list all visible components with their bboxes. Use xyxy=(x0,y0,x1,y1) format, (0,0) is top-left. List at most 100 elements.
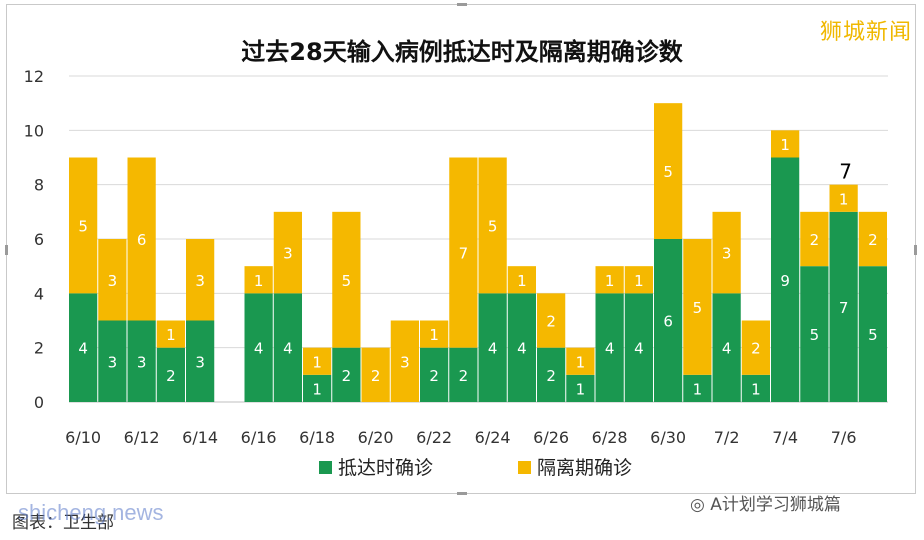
y-tick-label: 6 xyxy=(34,230,44,249)
y-tick-label: 2 xyxy=(34,339,44,358)
x-tick-label: 6/30 xyxy=(650,428,686,447)
bar-quarantine xyxy=(712,211,741,294)
bar-quarantine-label: 3 xyxy=(283,245,293,263)
bar-arrival-label: 6 xyxy=(663,313,673,331)
bar-arrival xyxy=(712,293,741,402)
bar-arrival xyxy=(858,266,887,402)
bar-quarantine-label: 2 xyxy=(751,340,761,358)
bar-quarantine xyxy=(420,320,449,348)
bar-quarantine xyxy=(361,347,390,402)
bar-quarantine xyxy=(127,157,156,321)
y-tick-label: 10 xyxy=(24,121,44,140)
bar-quarantine-label: 1 xyxy=(429,326,439,344)
bar-arrival xyxy=(624,293,653,402)
y-tick-label: 12 xyxy=(24,67,44,86)
bar-arrival-label: 4 xyxy=(722,340,732,358)
bar-quarantine-label: 1 xyxy=(517,272,527,290)
bar-quarantine-label: 1 xyxy=(166,326,176,344)
x-tick-label: 6/24 xyxy=(475,428,511,447)
bar-arrival-label: 1 xyxy=(576,380,586,398)
bar-arrival xyxy=(507,293,536,402)
bar-quarantine xyxy=(537,293,566,348)
bar-arrival-label: 2 xyxy=(342,367,352,385)
x-tick-label: 6/22 xyxy=(416,428,452,447)
y-tick-label: 4 xyxy=(34,284,44,303)
bar-quarantine-label: 2 xyxy=(810,231,820,249)
bar-arrival-label: 4 xyxy=(605,340,615,358)
bar-arrival-label: 1 xyxy=(312,380,322,398)
bar-arrival-label: 4 xyxy=(634,340,644,358)
bar-quarantine-label: 5 xyxy=(342,272,352,290)
bar-arrival xyxy=(244,293,273,402)
bar-arrival-label: 3 xyxy=(195,353,205,371)
bar-arrival xyxy=(566,374,595,402)
bar-quarantine xyxy=(829,184,858,212)
bar-quarantine-label: 1 xyxy=(605,272,615,290)
legend-label-quarantine: 隔离期确诊 xyxy=(537,457,632,479)
bar-quarantine xyxy=(566,347,595,375)
bar-arrival-label: 5 xyxy=(810,326,820,344)
bar-arrival-label: 3 xyxy=(108,353,118,371)
x-tick-label: 7/6 xyxy=(831,428,857,447)
bar-arrival-label: 4 xyxy=(283,340,293,358)
bar-quarantine xyxy=(303,347,332,375)
bar-quarantine xyxy=(800,211,829,267)
bar-quarantine xyxy=(186,239,215,321)
bar-quarantine xyxy=(595,266,624,294)
bar-arrival xyxy=(127,320,156,402)
source-caption: 图表：卫生部 xyxy=(12,513,114,533)
bar-quarantine xyxy=(741,320,770,375)
bar-arrival-label: 9 xyxy=(780,272,790,290)
resize-handle-right[interactable] xyxy=(914,245,917,255)
bar-arrival xyxy=(98,320,127,402)
bar-quarantine xyxy=(244,266,273,294)
bar-arrival xyxy=(332,347,361,402)
y-tick-label: 0 xyxy=(34,393,44,412)
bar-arrival-label: 4 xyxy=(517,340,527,358)
bar-quarantine xyxy=(273,211,302,294)
x-tick-label: 6/16 xyxy=(241,428,277,447)
resize-handle-top[interactable] xyxy=(457,3,467,6)
bar-quarantine xyxy=(449,157,478,348)
bar-quarantine xyxy=(507,266,536,294)
y-tick-label: 8 xyxy=(34,176,44,195)
resize-handle-bottom[interactable] xyxy=(457,492,467,495)
bar-quarantine xyxy=(69,157,98,294)
bar-quarantine-label: 5 xyxy=(693,299,703,317)
bar-quarantine xyxy=(683,239,712,375)
bar-quarantine-label: 7 xyxy=(459,245,469,263)
total-annotation: 7 xyxy=(839,160,852,184)
chart-title: 过去28天输入病例抵达时及隔离期确诊数 xyxy=(241,38,683,66)
resize-handle-left[interactable] xyxy=(5,245,8,255)
bar-quarantine-label: 3 xyxy=(108,272,118,290)
bar-quarantine-label: 5 xyxy=(488,217,498,235)
bar-quarantine-label: 6 xyxy=(137,231,147,249)
x-tick-label: 6/10 xyxy=(65,428,101,447)
bar-arrival xyxy=(186,320,215,402)
bar-arrival-label: 4 xyxy=(488,340,498,358)
bar-quarantine xyxy=(654,103,683,240)
bar-arrival-label: 3 xyxy=(137,353,147,371)
bar-quarantine-label: 1 xyxy=(254,272,264,290)
bar-quarantine xyxy=(98,239,127,321)
bar-arrival-label: 1 xyxy=(693,380,703,398)
bar-quarantine-label: 3 xyxy=(195,272,205,290)
bar-quarantine xyxy=(478,157,507,294)
bar-quarantine xyxy=(771,130,800,158)
bar-arrival xyxy=(449,347,478,402)
bar-quarantine-label: 1 xyxy=(312,353,322,371)
bar-quarantine xyxy=(390,320,419,402)
bar-arrival xyxy=(741,374,770,402)
bar-arrival-label: 4 xyxy=(254,340,264,358)
bar-quarantine-label: 1 xyxy=(780,136,790,154)
bar-quarantine-label: 5 xyxy=(663,163,673,181)
bar-quarantine-label: 1 xyxy=(634,272,644,290)
bar-arrival xyxy=(683,374,712,402)
bar-arrival xyxy=(303,374,332,402)
x-tick-label: 6/14 xyxy=(182,428,218,447)
bar-arrival xyxy=(771,157,800,402)
bar-quarantine xyxy=(332,211,361,348)
bar-arrival xyxy=(654,239,683,402)
x-tick-label: 6/18 xyxy=(299,428,335,447)
